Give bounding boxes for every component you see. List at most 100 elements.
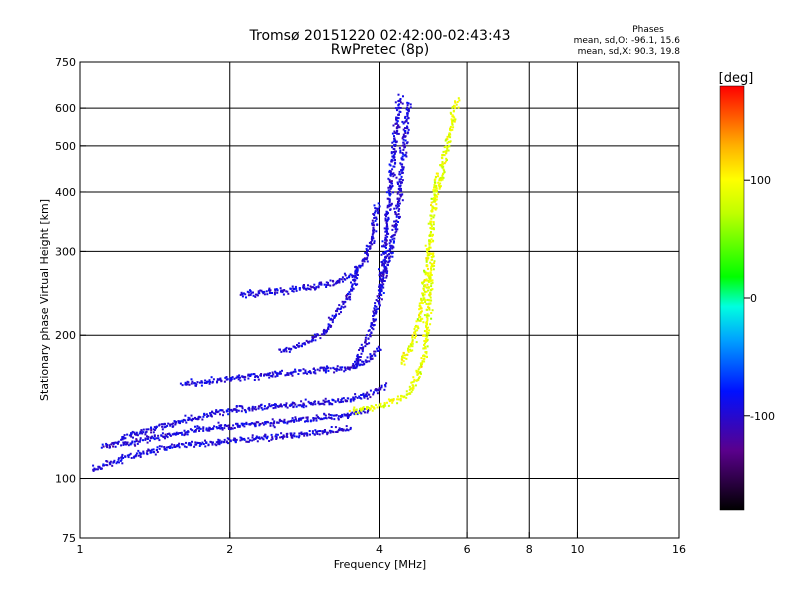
echo-point — [379, 291, 381, 293]
echo-point — [390, 202, 393, 205]
echo-point — [423, 289, 425, 292]
echo-point — [291, 374, 294, 377]
echo-point — [253, 379, 256, 381]
echo-point — [320, 281, 323, 284]
echo-point — [423, 344, 425, 346]
echo-point — [426, 258, 429, 261]
echo-point — [393, 135, 395, 138]
echo-point — [399, 107, 402, 109]
echo-point — [109, 460, 112, 463]
echo-point — [162, 423, 165, 426]
echo-point — [241, 375, 244, 378]
echo-point — [353, 280, 356, 283]
echo-point — [231, 427, 234, 430]
echo-point — [425, 315, 428, 318]
echo-point — [316, 333, 319, 336]
echo-point — [241, 407, 244, 410]
echo-point — [392, 241, 395, 244]
echo-point — [186, 380, 189, 383]
echo-point — [345, 297, 348, 300]
echo-point — [311, 430, 314, 433]
echo-point — [234, 408, 237, 411]
echo-point — [330, 430, 333, 433]
echo-point — [327, 325, 330, 328]
echo-point — [178, 432, 181, 435]
echo-point — [240, 410, 243, 413]
echo-point — [432, 190, 435, 193]
echo-point — [424, 290, 426, 293]
echo-point — [301, 417, 304, 420]
echo-point — [394, 212, 397, 215]
echo-point — [449, 140, 452, 143]
echo-point — [289, 372, 292, 375]
echo-point — [213, 425, 216, 428]
echo-point — [431, 235, 434, 238]
echo-point — [237, 378, 240, 381]
echo-point — [322, 399, 325, 402]
echo-point — [257, 376, 259, 379]
echo-point — [183, 429, 186, 432]
echo-point — [386, 197, 389, 200]
echo-point — [341, 300, 344, 303]
echo-point — [431, 208, 434, 211]
echo-point — [274, 288, 277, 291]
echo-point — [167, 422, 170, 425]
echo-point — [324, 369, 327, 372]
echo-point — [389, 192, 392, 195]
echo-point — [415, 369, 418, 372]
echo-point — [279, 403, 282, 406]
echo-point — [272, 373, 275, 376]
echo-point — [366, 251, 368, 253]
echo-point — [448, 133, 450, 136]
echo-point — [446, 147, 449, 150]
echo-point — [266, 437, 268, 440]
echo-point — [424, 351, 427, 354]
echo-point — [391, 146, 394, 149]
echo-point — [304, 287, 307, 290]
echo-point — [150, 437, 152, 440]
echo-point — [386, 223, 388, 226]
echo-point — [422, 281, 425, 283]
echo-point — [392, 154, 395, 157]
echo-point — [377, 211, 380, 214]
echo-point — [429, 323, 432, 326]
echo-point — [225, 441, 228, 444]
echo-point — [442, 153, 444, 156]
echo-point — [373, 318, 375, 321]
echo-point — [368, 247, 371, 250]
echo-point — [425, 257, 428, 260]
echo-point — [415, 341, 418, 344]
echo-point — [438, 187, 441, 190]
echo-point — [380, 274, 383, 277]
echo-point — [453, 120, 456, 123]
echo-point — [385, 225, 388, 228]
echo-point — [319, 430, 321, 432]
echo-point — [231, 410, 234, 413]
echo-point — [363, 257, 366, 260]
echo-point — [299, 418, 302, 421]
echo-point — [195, 443, 198, 446]
echo-point — [384, 256, 386, 259]
x-tick-label: 10 — [570, 543, 584, 556]
echo-point — [371, 233, 374, 236]
echo-point — [382, 406, 385, 409]
echo-point — [196, 381, 199, 384]
echo-point — [325, 286, 328, 288]
echo-point — [388, 259, 391, 262]
echo-point — [423, 271, 426, 274]
echo-point — [456, 101, 459, 103]
echo-point — [352, 279, 355, 281]
echo-point — [376, 392, 379, 395]
echo-point — [373, 391, 375, 394]
echo-point — [299, 417, 302, 420]
echo-point — [117, 440, 120, 443]
echo-point — [191, 429, 194, 432]
echo-point — [410, 390, 413, 393]
echo-point — [405, 396, 408, 399]
echo-point — [374, 319, 377, 322]
echo-point — [402, 166, 405, 169]
echo-point — [244, 409, 247, 412]
echo-point — [214, 412, 217, 415]
echo-point — [372, 328, 375, 331]
echo-point — [157, 437, 160, 440]
